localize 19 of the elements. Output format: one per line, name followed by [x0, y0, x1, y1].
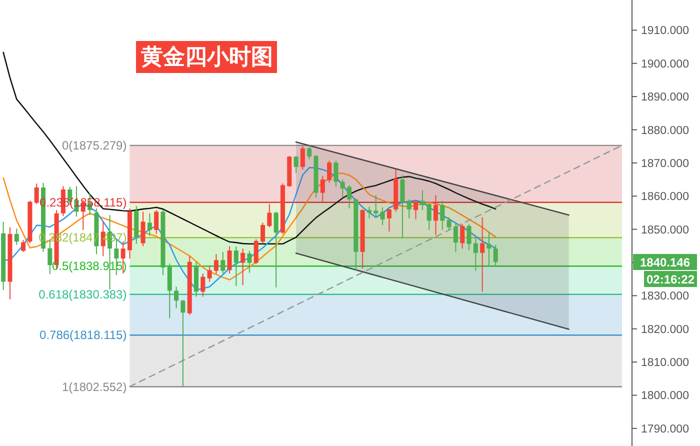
y-tick-label: 1890.000: [641, 92, 689, 104]
text: 黄金四小时图: [140, 44, 273, 69]
y-tick-label: 1860.000: [641, 191, 689, 204]
y-tick-label: 1790.000: [641, 423, 689, 436]
ref-line-label: 0(1875.279): [62, 138, 127, 152]
y-tick-label: 1850.000: [641, 224, 689, 236]
y-tick-label: 1830.000: [641, 290, 689, 303]
y-tick-label: 1800.000: [641, 390, 689, 402]
price-tag: 1840.146: [633, 254, 697, 270]
y-tick-label: 1880.000: [641, 124, 689, 137]
y-tick-label: 1820.000: [641, 324, 689, 336]
y-tick-label: 1900.000: [641, 58, 689, 70]
y-tick-label: 1810.000: [641, 357, 689, 370]
ref-line-label: 0.786(1818.115): [40, 328, 127, 342]
countdown-tag: 02:16:22: [644, 271, 697, 287]
ref-line-label: 1(1802.552): [62, 380, 127, 394]
y-tick-label: 1870.000: [641, 158, 689, 170]
ref-line-label: 0.618(1830.383): [38, 287, 127, 302]
y-tick-label: 1910.000: [641, 25, 689, 38]
